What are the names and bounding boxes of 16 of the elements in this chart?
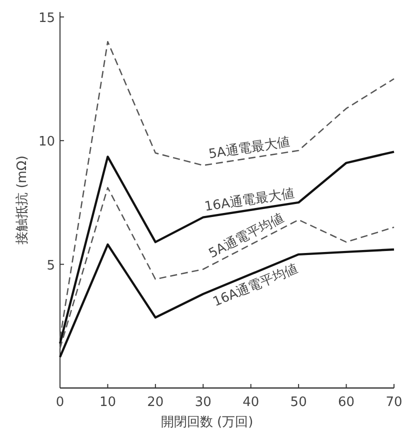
text: 16A通電平均値 (211, 262, 300, 310)
x-tick-label: 20 (147, 395, 164, 410)
text: 5A通電最大値 (208, 134, 292, 162)
x-tick-label: 0 (56, 395, 64, 410)
y-tick-label: 15 (38, 10, 55, 26)
x-tick-label: 50 (290, 395, 307, 410)
x-tick-label: 70 (386, 395, 402, 410)
text: 5A通電平均値 (206, 210, 286, 262)
x-tick-label: 60 (338, 395, 355, 410)
y-tick-label: 10 (38, 134, 55, 150)
x-tick-label: 40 (242, 395, 260, 410)
y-axis-title: 接触抵抗 (mΩ) (15, 156, 30, 244)
x-tick-label: 10 (99, 395, 116, 410)
x-tick-label: 30 (194, 395, 212, 410)
x-axis-title: 開閉回数 (万回) (160, 415, 254, 430)
y-tick-label: 5 (46, 258, 55, 274)
